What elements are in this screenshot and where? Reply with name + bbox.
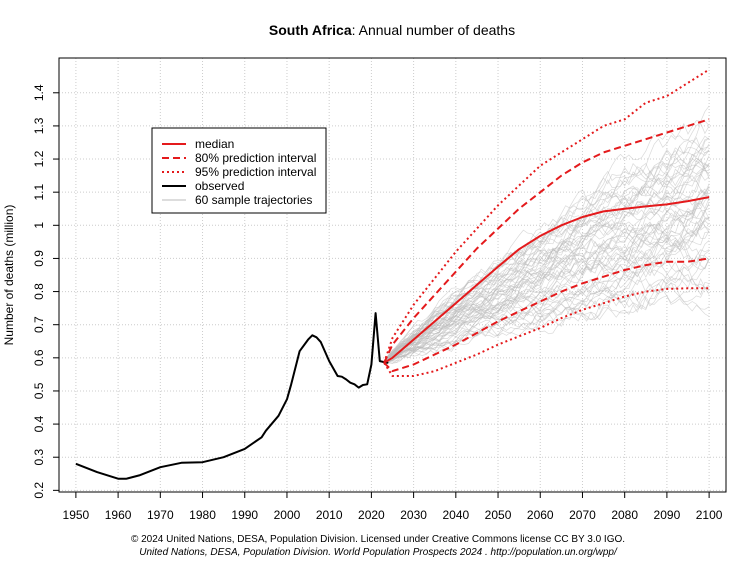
y-tick-label: 1.2 [32, 150, 46, 167]
sample-trajectory-line [383, 173, 710, 366]
x-tick-label: 2090 [654, 508, 681, 522]
sample-trajectory-line [383, 258, 710, 366]
x-tick-label: 1960 [105, 508, 132, 522]
x-tick-label: 1980 [189, 508, 216, 522]
sample-trajectory-line [383, 282, 710, 365]
x-tick-label: 2000 [274, 508, 301, 522]
series-observed-line [75, 312, 389, 480]
data-series [75, 68, 710, 480]
series-80-lower-line [383, 257, 710, 373]
sample-trajectory-line [383, 240, 710, 363]
sample-trajectory-line [383, 210, 710, 364]
x-tick-label: 1950 [63, 508, 90, 522]
legend-label: 80% prediction interval [195, 151, 316, 165]
sample-trajectory-line [383, 169, 710, 363]
y-tick-label: 0.7 [32, 316, 46, 333]
chart-title-country: South Africa [269, 22, 352, 38]
sample-trajectory-line [384, 245, 710, 363]
legend-label: observed [195, 179, 244, 193]
sample-trajectory-line [383, 203, 710, 363]
series-95-lower-line [383, 287, 710, 377]
sample-trajectory-line [383, 216, 710, 361]
sample-trajectories [383, 105, 710, 366]
series-95-upper-line [383, 68, 710, 364]
x-tick-label: 2060 [527, 508, 554, 522]
y-tick-label: 1.1 [32, 184, 46, 201]
x-tick-label: 2070 [569, 508, 596, 522]
sample-trajectory-line [384, 277, 710, 363]
sample-trajectory-line [383, 120, 710, 364]
footer-copyright: © 2024 United Nations, DESA, Population … [131, 534, 625, 545]
x-tick-label: 2080 [611, 508, 638, 522]
series-median-line [383, 196, 710, 364]
x-tick-label: 1970 [147, 508, 174, 522]
grid-lines [59, 58, 726, 492]
y-tick-label: 0.5 [32, 382, 46, 399]
sample-trajectory-line [384, 269, 710, 364]
y-tick-label: 0.3 [32, 449, 46, 466]
chart-title-rest: : Annual number of deaths [352, 22, 515, 38]
plot-area [58, 57, 727, 493]
x-tick-label: 2040 [442, 508, 469, 522]
legend-label: median [195, 137, 234, 151]
y-tick-label: 0.9 [32, 250, 46, 267]
y-tick-label: 0.4 [32, 415, 46, 432]
sample-trajectory-line [383, 168, 710, 364]
sample-trajectory-line [383, 122, 710, 366]
sample-trajectory-line [383, 255, 710, 365]
x-tick-label: 2100 [696, 508, 723, 522]
sample-trajectory-line [383, 161, 710, 365]
legend-label: 60 sample trajectories [195, 193, 312, 207]
x-tick-label: 2020 [358, 508, 385, 522]
y-tick-label: 1 [32, 222, 46, 229]
y-axis-label: Number of deaths (million) [2, 205, 16, 346]
x-axis: 1950 1960 1970 1980 1990 2000 2010 2020 2030 2040… [63, 492, 723, 522]
y-tick-label: 0.8 [32, 283, 46, 300]
chart-title: South Africa: Annual number of deaths [269, 22, 515, 38]
sample-trajectory-line [384, 261, 710, 362]
sample-trajectory-line [383, 139, 710, 364]
footer-source: United Nations, DESA, Population Divisio… [139, 547, 618, 558]
sample-trajectory-line [383, 186, 710, 362]
sample-trajectory-line [383, 149, 710, 364]
x-tick-label: 2030 [400, 508, 427, 522]
y-tick-label: 0.2 [32, 482, 46, 499]
sample-trajectory-line [383, 227, 710, 362]
legend-label: 95% prediction interval [195, 165, 316, 179]
legend-box [151, 127, 327, 214]
y-tick-label: 0.6 [32, 349, 46, 366]
sample-trajectory-line [383, 159, 710, 362]
series-80-upper-line [383, 118, 710, 364]
y-axis: 0.2 0.3 0.4 0.5 0.6 0.7 0.8 0.9 1 1.1 1.2 1.3 1.4 [32, 84, 59, 499]
y-tick-label: 1.3 [32, 117, 46, 134]
y-tick-label: 1.4 [32, 84, 46, 101]
x-tick-label: 2010 [316, 508, 343, 522]
x-tick-label: 2050 [485, 508, 512, 522]
x-tick-label: 1990 [231, 508, 258, 522]
sample-trajectory-line [383, 246, 710, 362]
sample-trajectory-line [383, 249, 710, 364]
